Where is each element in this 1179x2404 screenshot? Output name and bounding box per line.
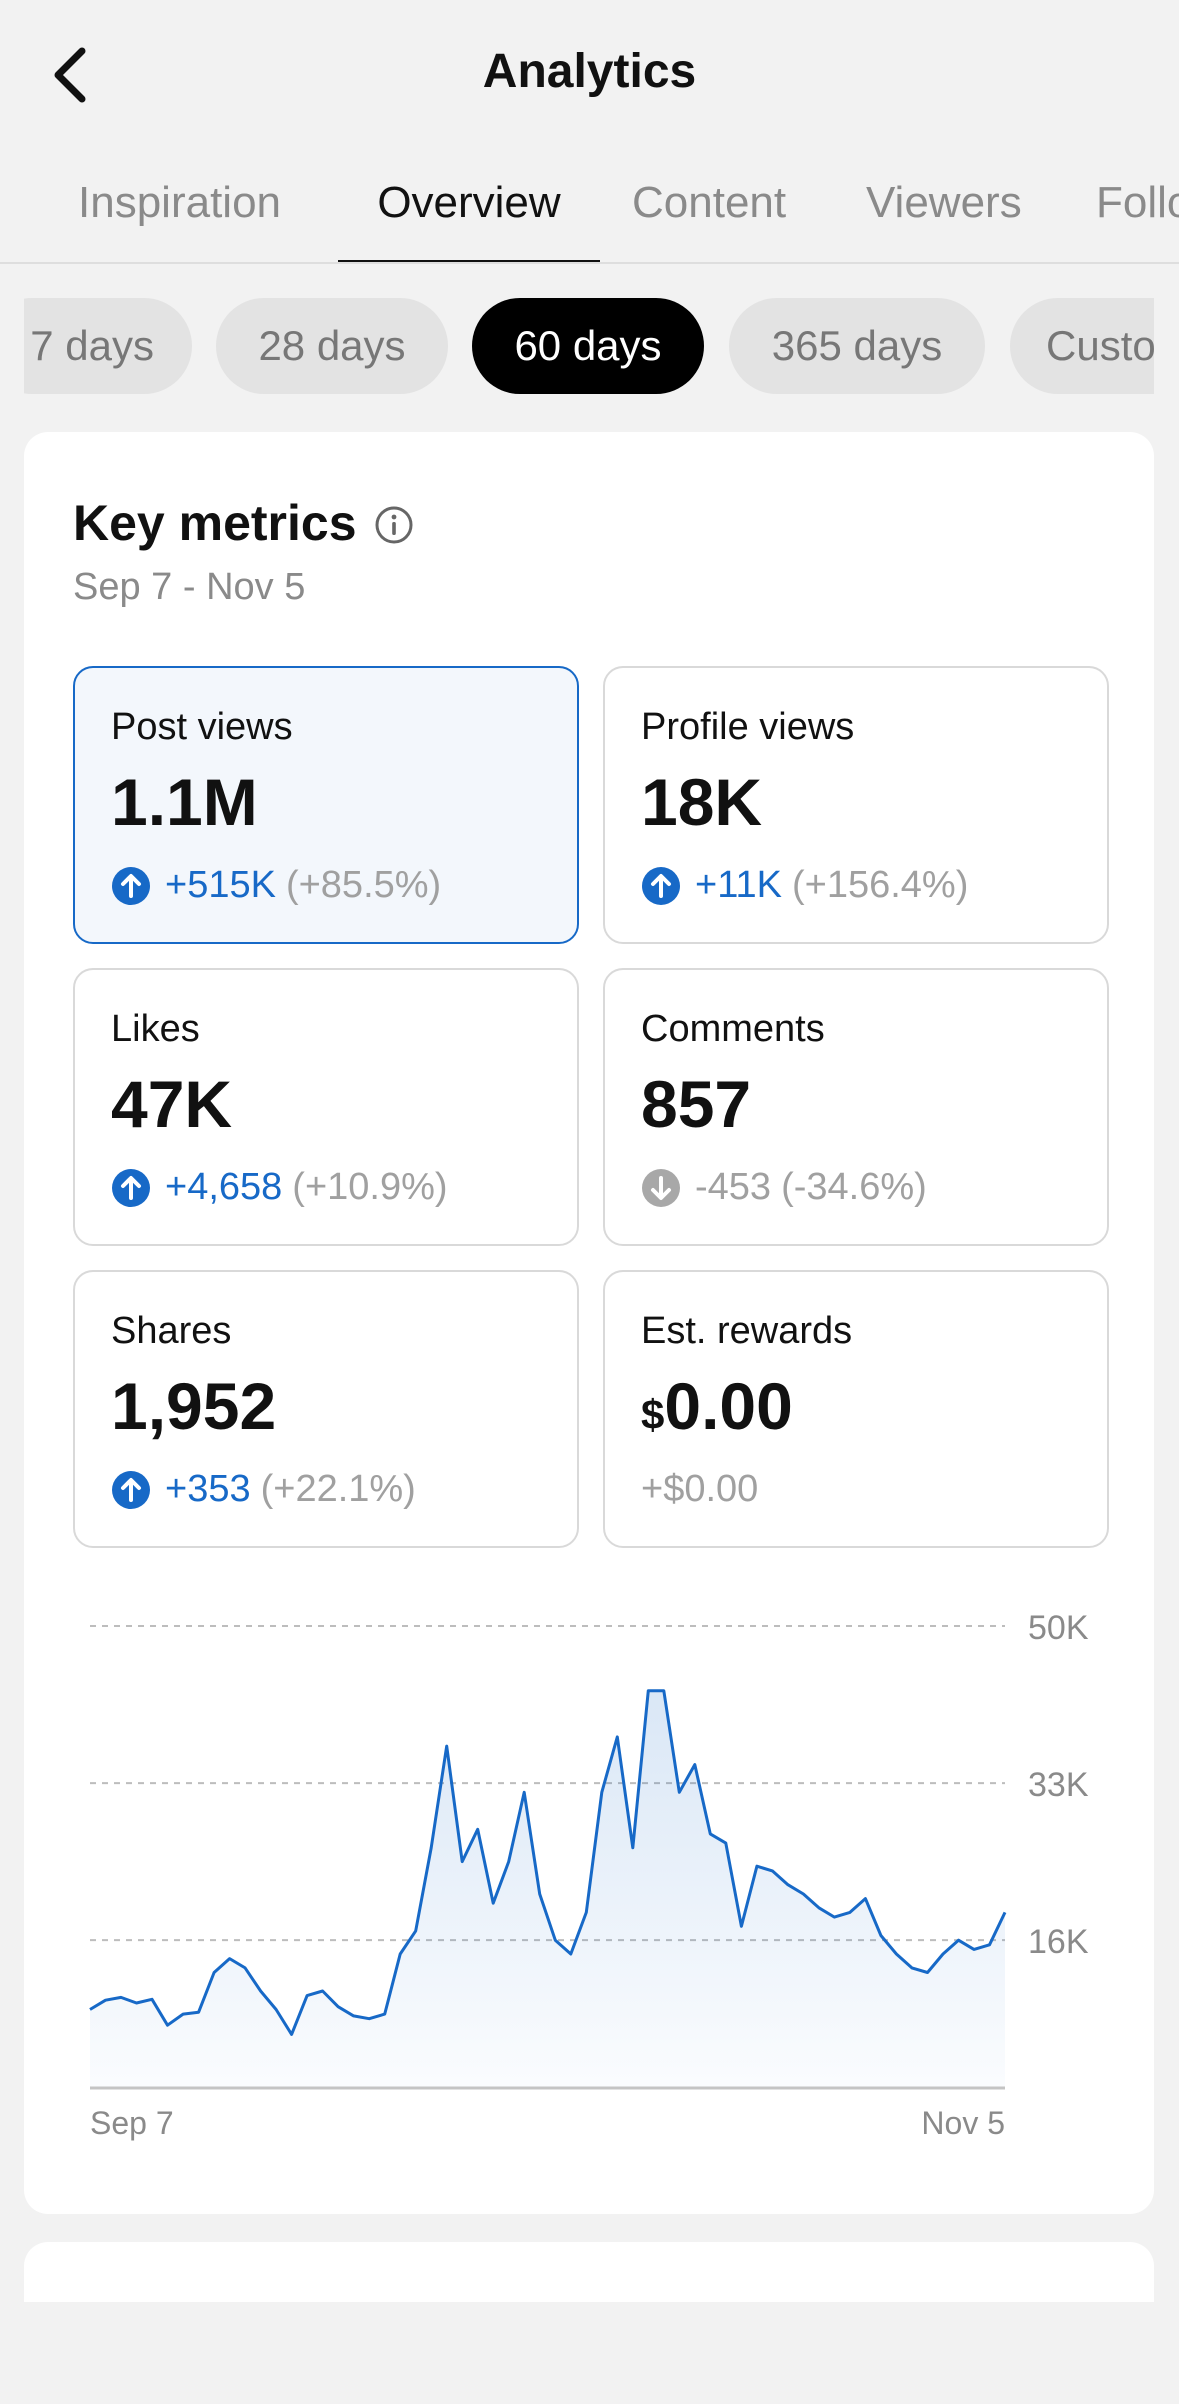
tab-inspiration[interactable]: Inspiration bbox=[78, 160, 282, 262]
metric-percent: (+156.4%) bbox=[791, 864, 969, 906]
metric-label: Comments bbox=[641, 1008, 825, 1050]
metric-value: 857 bbox=[641, 1067, 752, 1141]
section-title: Key metrics bbox=[73, 495, 357, 551]
tab-content[interactable]: Content bbox=[632, 160, 787, 262]
pill-label: 365 days bbox=[771, 322, 943, 369]
chart-x-tick-label: Nov 5 bbox=[921, 2105, 1005, 2141]
date-range: Sep 7 - Nov 5 bbox=[73, 566, 306, 608]
metric-delta: +515K bbox=[165, 864, 276, 906]
metric-value-number: 0.00 bbox=[664, 1369, 793, 1443]
pill-label: 7 days bbox=[30, 322, 154, 369]
header: Analytics bbox=[0, 0, 1179, 150]
tab-overview[interactable]: Overview bbox=[338, 160, 600, 262]
metric-delta: +11K bbox=[695, 864, 782, 906]
metric-label: Post views bbox=[111, 706, 293, 748]
metric-value: 1,952 bbox=[111, 1369, 277, 1443]
metric-percent: (+22.1%) bbox=[260, 1468, 416, 1510]
metric-change: +515K (+85.5%) bbox=[111, 864, 441, 907]
metric-card-likes[interactable]: Likes 47K +4,658 (+10.9%) bbox=[73, 968, 579, 1246]
metric-card-post-views[interactable]: Post views 1.1M +515K (+85.5%) bbox=[73, 666, 579, 944]
period-pill-custom[interactable]: Custom bbox=[1010, 298, 1154, 394]
chart-x-tick-label: Sep 7 bbox=[90, 2105, 174, 2141]
active-tab-indicator bbox=[338, 260, 600, 262]
arrow-up-circle-icon bbox=[642, 866, 680, 905]
currency-symbol: $ bbox=[641, 1391, 665, 1438]
chart-series-line bbox=[89, 1689, 1007, 2036]
arrow-down-circle-icon bbox=[642, 1168, 680, 1207]
period-pill-365-days[interactable]: 365 days bbox=[729, 298, 985, 394]
pill-label: Custom bbox=[1046, 322, 1154, 369]
metric-value: 1.1M bbox=[111, 765, 258, 839]
tab-viewers[interactable]: Viewers bbox=[866, 160, 1022, 262]
period-pill-28-days[interactable]: 28 days bbox=[216, 298, 448, 394]
metric-delta: +4,658 bbox=[165, 1166, 283, 1208]
metric-card-est-rewards[interactable]: Est. rewards $0.00 +$0.00 bbox=[603, 1270, 1109, 1548]
chart-y-tick-label: 33K bbox=[1028, 1766, 1089, 1804]
metric-change: +4,658 (+10.9%) bbox=[111, 1166, 448, 1209]
tab-bar: Inspiration Overview Content Viewers Fol… bbox=[0, 160, 1179, 264]
metric-label: Est. rewards bbox=[641, 1310, 853, 1352]
pill-label: 28 days bbox=[258, 322, 406, 369]
metric-change: -453 (-34.6%) bbox=[641, 1166, 927, 1209]
info-icon[interactable] bbox=[373, 504, 415, 546]
metric-card-shares[interactable]: Shares 1,952 +353 (+22.1%) bbox=[73, 1270, 579, 1548]
metric-value: $0.00 bbox=[641, 1368, 793, 1444]
metric-delta: +$0.00 bbox=[641, 1468, 759, 1510]
arrow-up-circle-icon bbox=[112, 1168, 150, 1207]
page-title: Analytics bbox=[482, 45, 697, 98]
metric-value: 18K bbox=[641, 765, 763, 839]
metric-change: +11K (+156.4%) bbox=[641, 864, 968, 907]
metric-value: 47K bbox=[111, 1067, 233, 1141]
arrow-up-circle-icon bbox=[112, 866, 150, 905]
chart-y-tick-label: 50K bbox=[1028, 1609, 1089, 1647]
metric-label: Likes bbox=[111, 1008, 200, 1050]
chart-y-tick-label: 16K bbox=[1028, 1923, 1089, 1961]
metric-change: +$0.00 bbox=[641, 1468, 758, 1511]
period-pill-60-days[interactable]: 60 days bbox=[472, 298, 704, 394]
arrow-up-circle-icon bbox=[112, 1470, 150, 1509]
metric-percent: (+85.5%) bbox=[285, 864, 442, 906]
pill-label: 60 days bbox=[514, 322, 662, 369]
metric-delta: +353 bbox=[165, 1468, 251, 1510]
tab-label: Content bbox=[632, 178, 787, 227]
tab-label: Overview bbox=[377, 178, 561, 227]
tab-label: Followers bbox=[1096, 178, 1179, 227]
metric-percent: (+10.9%) bbox=[292, 1166, 448, 1208]
metric-label: Profile views bbox=[641, 706, 855, 748]
tab-label: Inspiration bbox=[78, 178, 282, 227]
bottom-fade bbox=[0, 2302, 1179, 2404]
back-button[interactable] bbox=[40, 40, 100, 110]
metric-card-comments[interactable]: Comments 857 -453 (-34.6%) bbox=[603, 968, 1109, 1246]
period-selector: 7 days 28 days 60 days 365 days Custom bbox=[24, 298, 1154, 394]
metric-percent: (-34.6%) bbox=[781, 1166, 927, 1208]
metric-label: Shares bbox=[111, 1310, 232, 1352]
metric-card-profile-views[interactable]: Profile views 18K +11K (+156.4%) bbox=[603, 666, 1109, 944]
metric-change: +353 (+22.1%) bbox=[111, 1468, 416, 1511]
tab-followers[interactable]: Followers bbox=[1096, 160, 1179, 262]
metric-delta: -453 bbox=[695, 1166, 772, 1208]
tab-label: Viewers bbox=[866, 178, 1022, 227]
chevron-left-icon bbox=[54, 47, 86, 103]
period-pill-7-days[interactable]: 7 days bbox=[24, 298, 192, 394]
key-metrics-card: Key metrics Sep 7 - Nov 5 Post views 1.1… bbox=[24, 432, 1154, 2214]
chart-area-fill bbox=[90, 1690, 1005, 2088]
